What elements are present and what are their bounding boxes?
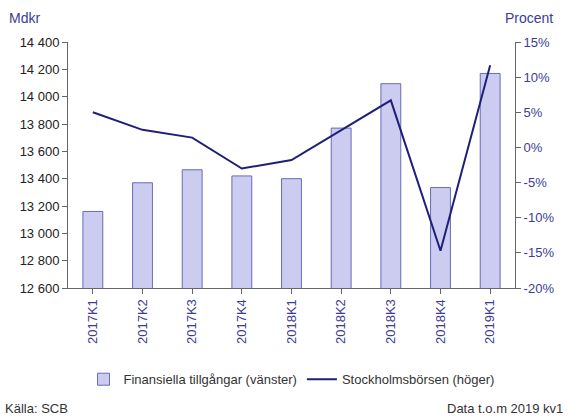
svg-text:2017K4: 2017K4 <box>234 299 249 344</box>
svg-text:13 800: 13 800 <box>20 117 60 132</box>
svg-text:2018K2: 2018K2 <box>333 299 348 344</box>
svg-text:0%: 0% <box>524 140 543 155</box>
svg-text:2018K4: 2018K4 <box>433 299 448 344</box>
svg-text:Procent: Procent <box>505 10 553 26</box>
svg-text:13 000: 13 000 <box>20 226 60 241</box>
svg-text:2018K3: 2018K3 <box>383 299 398 344</box>
svg-text:-10%: -10% <box>524 210 555 225</box>
svg-text:13 400: 13 400 <box>20 171 60 186</box>
svg-text:15%: 15% <box>524 35 550 50</box>
svg-text:2017K2: 2017K2 <box>135 299 150 344</box>
svg-text:12 600: 12 600 <box>20 281 60 296</box>
svg-text:-15%: -15% <box>524 245 555 260</box>
svg-text:13 200: 13 200 <box>20 199 60 214</box>
svg-text:-5%: -5% <box>524 175 548 190</box>
svg-text:14 000: 14 000 <box>20 89 60 104</box>
svg-text:Källa: SCB: Källa: SCB <box>5 401 68 416</box>
svg-text:2018K1: 2018K1 <box>284 299 299 344</box>
svg-text:5%: 5% <box>524 105 543 120</box>
svg-text:2019K1: 2019K1 <box>482 299 497 344</box>
svg-text:Mdkr: Mdkr <box>9 10 40 26</box>
svg-text:14 400: 14 400 <box>20 35 60 50</box>
svg-text:13 600: 13 600 <box>20 144 60 159</box>
svg-text:14 200: 14 200 <box>20 62 60 77</box>
svg-text:Data t.o.m 2019 kv1: Data t.o.m 2019 kv1 <box>447 401 563 416</box>
svg-text:Finansiella tillgångar (vänste: Finansiella tillgångar (vänster) <box>124 372 297 387</box>
svg-text:Stockholmsbörsen (höger): Stockholmsbörsen (höger) <box>342 372 494 387</box>
svg-text:2017K1: 2017K1 <box>85 299 100 344</box>
svg-text:12 800: 12 800 <box>20 253 60 268</box>
svg-text:2017K3: 2017K3 <box>184 299 199 344</box>
svg-text:10%: 10% <box>524 70 550 85</box>
svg-text:-20%: -20% <box>524 281 555 296</box>
